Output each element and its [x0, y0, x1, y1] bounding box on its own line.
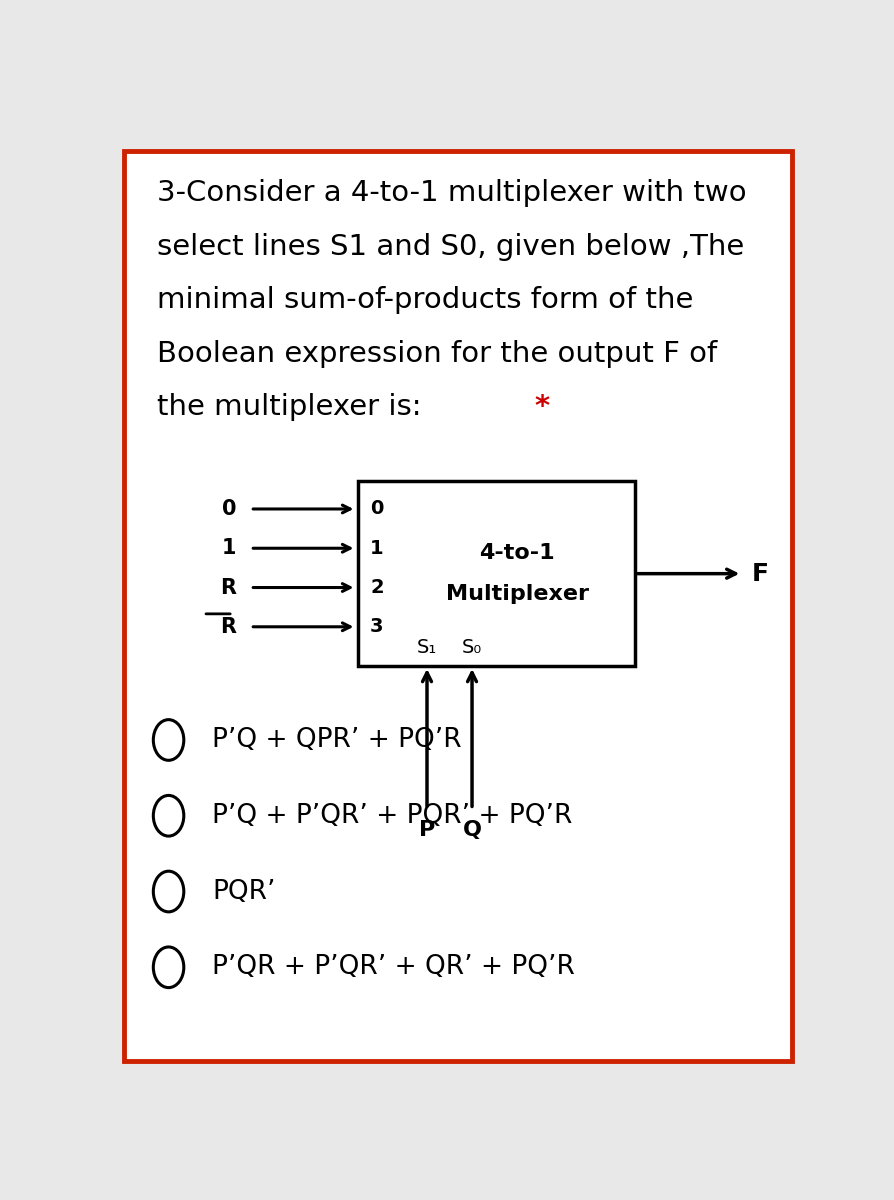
Text: S₁: S₁	[417, 638, 437, 656]
Text: 4-to-1: 4-to-1	[479, 544, 555, 563]
Text: Q: Q	[462, 821, 482, 840]
Text: minimal sum-of-products form of the: minimal sum-of-products form of the	[156, 287, 693, 314]
Text: S₀: S₀	[462, 638, 482, 656]
Text: P’Q + QPR’ + PQ’R: P’Q + QPR’ + PQ’R	[212, 727, 462, 752]
Text: 0: 0	[370, 499, 384, 518]
Bar	[358, 481, 635, 666]
Text: R: R	[221, 617, 236, 637]
Text: P’QR + P’QR’ + QR’ + PQ’R: P’QR + P’QR’ + QR’ + PQ’R	[212, 954, 575, 980]
FancyBboxPatch shape	[124, 151, 792, 1061]
Text: 0: 0	[222, 499, 236, 518]
Text: 1: 1	[370, 539, 384, 558]
Text: *: *	[535, 394, 550, 421]
Text: F: F	[751, 562, 768, 586]
Text: 2: 2	[370, 578, 384, 598]
Text: PQR’: PQR’	[212, 878, 275, 905]
Text: 3-Consider a 4-to-1 multiplexer with two: 3-Consider a 4-to-1 multiplexer with two	[156, 179, 746, 208]
Text: 1: 1	[222, 539, 236, 558]
Text: P’Q + P’QR’ + PQR’ + PQ’R: P’Q + P’QR’ + PQR’ + PQ’R	[212, 803, 572, 829]
Text: Boolean expression for the output F of: Boolean expression for the output F of	[156, 340, 717, 368]
Text: Multiplexer: Multiplexer	[445, 584, 588, 604]
Text: P: P	[419, 821, 435, 840]
Text: 3: 3	[370, 617, 384, 636]
Text: select lines S1 and S0, given below ,The: select lines S1 and S0, given below ,The	[156, 233, 744, 260]
Text: the multiplexer is:: the multiplexer is:	[156, 394, 431, 421]
Text: R: R	[221, 577, 236, 598]
